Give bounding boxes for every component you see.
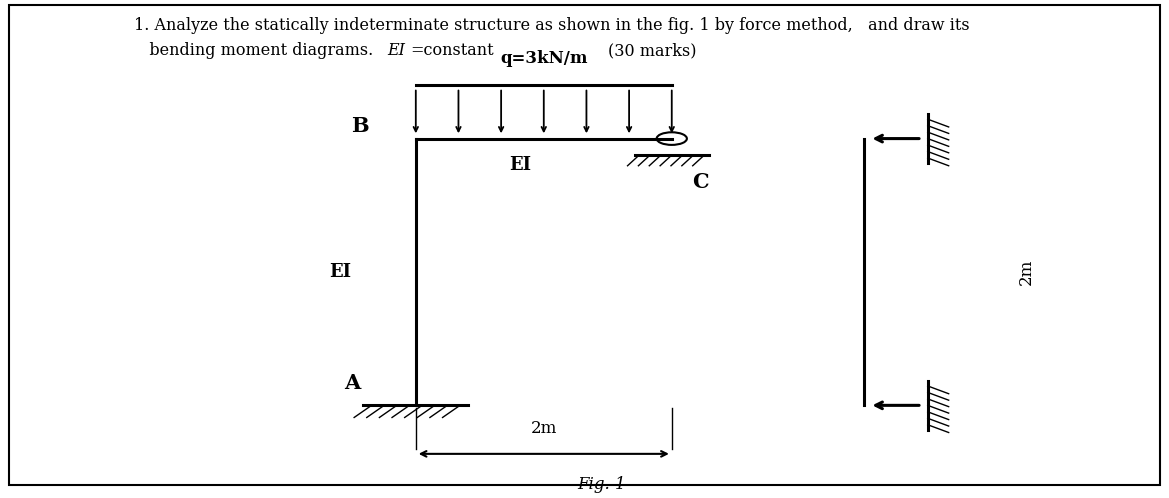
Text: 2m: 2m	[1018, 259, 1035, 285]
Text: A: A	[344, 373, 360, 393]
Text: EI: EI	[330, 263, 351, 281]
Text: (30 marks): (30 marks)	[608, 42, 697, 59]
Text: 2m: 2m	[531, 420, 556, 437]
Text: =constant: =constant	[410, 42, 494, 59]
Text: Fig. 1: Fig. 1	[577, 476, 627, 493]
Text: EI: EI	[387, 42, 404, 59]
Text: B: B	[351, 116, 368, 136]
Text: 1. Analyze the statically indeterminate structure as shown in the fig. 1 by forc: 1. Analyze the statically indeterminate …	[134, 17, 970, 34]
Text: bending moment diagrams.: bending moment diagrams.	[134, 42, 383, 59]
Text: C: C	[692, 172, 710, 192]
Text: EI: EI	[510, 156, 532, 174]
Text: q=3kN/m: q=3kN/m	[500, 50, 588, 67]
